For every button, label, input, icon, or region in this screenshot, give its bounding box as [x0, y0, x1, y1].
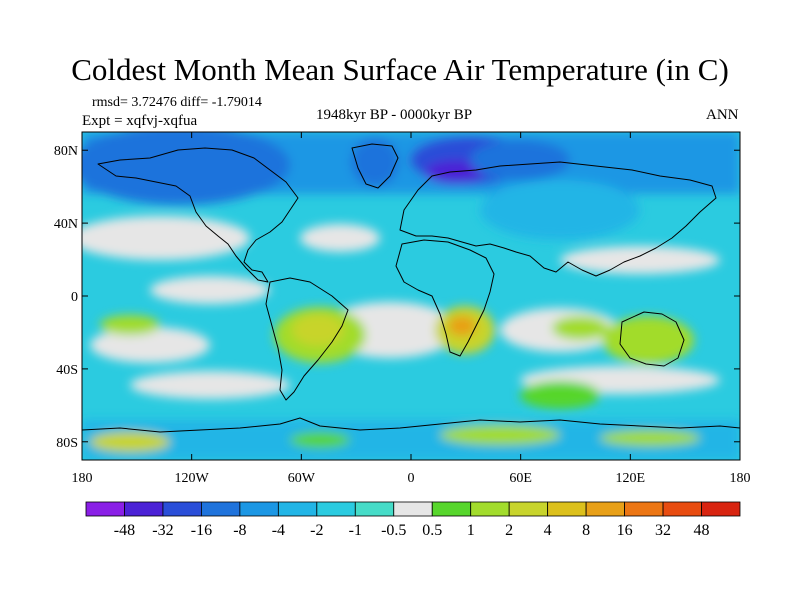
colorbar-level-label: 16	[617, 522, 633, 539]
colorbar-swatch	[316, 501, 356, 517]
region-epac-neutral	[150, 276, 270, 304]
region-zambia-hot	[448, 316, 476, 336]
coast-antarctica	[82, 417, 740, 433]
coast-greenland	[351, 143, 399, 189]
colorbar-level-label: -48	[114, 522, 135, 539]
experiment-label: Expt = xqfvj-xqfua	[82, 113, 198, 129]
colorbar-swatch	[624, 501, 664, 517]
x-tick-label: 60E	[509, 471, 532, 486]
region-wpac-neutral	[560, 246, 720, 274]
region-southern-pac-neutral	[130, 371, 290, 399]
coast-australia	[619, 311, 685, 367]
colorbar-swatch	[508, 501, 549, 517]
region-siberia	[470, 140, 570, 180]
season-label: ANN	[706, 107, 739, 123]
region-natl-neutral	[300, 224, 380, 252]
colorbar-level-label: -4	[272, 522, 285, 539]
colorbar-swatch	[277, 501, 318, 517]
colorbar-swatch	[85, 501, 125, 517]
x-tick-label: 120W	[175, 471, 210, 486]
region-indian-warm	[552, 316, 608, 340]
colorbar-level-label: 0.5	[422, 522, 442, 539]
colorbar-swatch	[124, 501, 164, 517]
y-axis: 80N 40N 0 40S 80S	[54, 144, 740, 451]
colorbar-level-label: 48	[694, 522, 710, 539]
colorbar-swatch	[354, 501, 395, 517]
colorbar-level-label: -1	[349, 522, 362, 539]
x-tick-label: 120E	[616, 471, 646, 486]
x-tick-label: 0	[408, 471, 415, 486]
colorbar: -48 -32 -16 -8 -4 -2 -1 -0.5 0.5 1 2 4 8 16 32 48	[85, 501, 741, 539]
colorbar-level-label: -0.5	[381, 522, 406, 539]
colorbar-level-label: 4	[544, 522, 552, 539]
x-tick-label: 180	[730, 471, 751, 486]
region-na-pacific	[82, 132, 290, 205]
chart-title: Coldest Month Mean Surface Air Temperatu…	[71, 52, 729, 87]
colorbar-swatch	[431, 501, 472, 517]
stats-annotation: rmsd= 3.72476 diff= -1.79014	[92, 95, 262, 110]
coast-south-america	[265, 277, 349, 401]
colorbar-swatch	[547, 501, 587, 517]
colorbar-level-label: 8	[582, 522, 590, 539]
region-southern-green	[520, 381, 600, 409]
temperature-map	[82, 132, 740, 460]
y-tick-label: 80N	[54, 144, 78, 159]
colorbar-swatch	[470, 501, 510, 517]
region-australia-warm	[602, 316, 694, 364]
coastlines	[82, 143, 740, 433]
region-ross-warm	[90, 432, 170, 452]
colorbar-swatch	[162, 501, 202, 517]
colorbar-level-label: -32	[152, 522, 173, 539]
region-spac-neutral	[90, 327, 210, 363]
y-tick-label: 40N	[54, 217, 78, 232]
colorbar-level-label: -16	[191, 522, 212, 539]
y-tick-label: 40S	[56, 363, 78, 378]
region-wilkes-warm	[600, 430, 700, 446]
coast-europe-asia	[399, 161, 717, 277]
colorbar-level-label: -2	[310, 522, 323, 539]
colorbar-swatch	[393, 501, 433, 517]
colorbar-level-label: 1	[467, 522, 475, 539]
region-amazon-warm	[292, 314, 344, 346]
colorbar-swatch	[662, 501, 702, 517]
region-eant-warm	[440, 425, 560, 445]
region-asia	[480, 180, 640, 240]
region-greenland	[351, 138, 399, 186]
colorbar-swatch	[585, 501, 625, 517]
x-tick-label: 60W	[288, 471, 316, 486]
coast-africa	[395, 239, 495, 357]
region-npac-neutral	[82, 216, 250, 260]
x-tick-label: 180	[72, 471, 93, 486]
colorbar-level-label: 2	[505, 522, 513, 539]
y-tick-label: 0	[71, 290, 78, 305]
region-weddell-warm	[290, 432, 350, 448]
colorbar-swatch	[701, 501, 741, 517]
y-tick-label: 80S	[56, 436, 78, 451]
x-axis: 180 120W 60W 0 60E 120E 180	[72, 132, 751, 486]
coast-north-america	[97, 147, 299, 283]
period-label: 1948kyr BP - 0000kyr BP	[316, 107, 473, 123]
colorbar-level-label: -8	[233, 522, 246, 539]
colorbar-level-label: 32	[655, 522, 671, 539]
temperature-field	[82, 132, 740, 460]
colorbar-swatch	[201, 501, 241, 517]
region-pacific-warm	[100, 315, 160, 335]
colorbar-swatch	[239, 501, 279, 517]
